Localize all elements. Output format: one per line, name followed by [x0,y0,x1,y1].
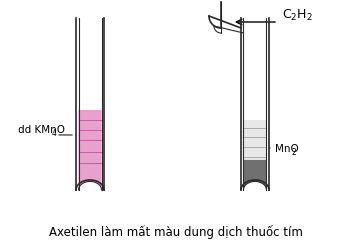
Text: Axetilen làm mất màu dung dịch thuốc tím: Axetilen làm mất màu dung dịch thuốc tím [49,225,303,239]
Polygon shape [244,120,267,190]
Text: 2: 2 [292,148,297,157]
Text: MnO: MnO [275,144,299,154]
Polygon shape [244,160,267,190]
Polygon shape [78,110,102,190]
Text: 4: 4 [52,129,57,138]
Text: dd KMnO: dd KMnO [18,125,65,135]
Text: $\mathsf{C_2H_2}$: $\mathsf{C_2H_2}$ [282,7,313,23]
